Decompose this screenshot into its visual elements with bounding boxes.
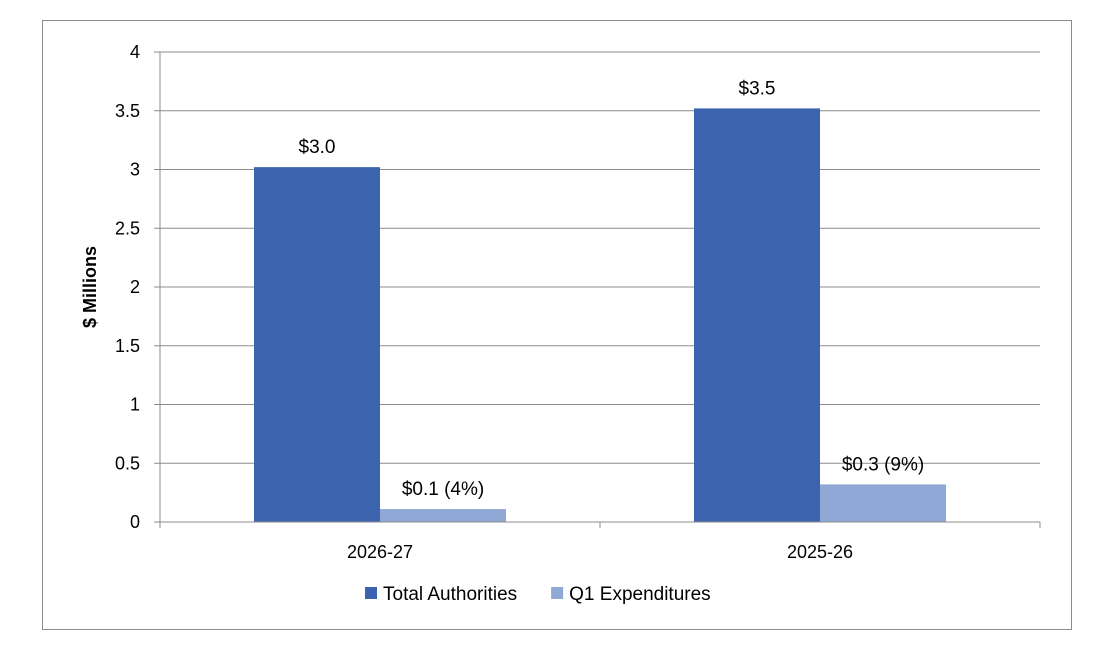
x-tick-label: 2025-26 xyxy=(787,542,853,562)
y-tick-label: 1 xyxy=(130,395,140,415)
legend-item: Q1 Expenditures xyxy=(551,584,711,605)
y-tick-label: 2.5 xyxy=(115,218,140,238)
y-tick-label: 2 xyxy=(130,277,140,297)
legend-swatch xyxy=(551,587,564,599)
legend: Total Authorities Q1 Expenditures xyxy=(365,584,711,605)
data-label: $3.5 xyxy=(739,78,776,99)
bar xyxy=(694,108,820,523)
legend-label: Q1 Expenditures xyxy=(569,584,711,605)
legend-swatch xyxy=(365,587,377,599)
data-label: $3.0 xyxy=(299,137,336,158)
y-tick-label: 3.5 xyxy=(115,101,140,121)
bar xyxy=(820,484,946,522)
bar xyxy=(380,509,506,522)
y-tick-label: 4 xyxy=(130,42,140,62)
bars xyxy=(254,108,946,523)
y-tick-labels: 0 0.5 1 1.5 2 2.5 3 3.5 4 xyxy=(115,42,140,532)
x-tick-labels: 2026-27 2025-26 xyxy=(347,542,853,562)
y-tick-label: 3 xyxy=(130,160,140,180)
legend-item: Total Authorities xyxy=(365,584,517,605)
data-label: $0.3 (9%) xyxy=(842,454,924,475)
y-tick-label: 0 xyxy=(130,512,140,532)
legend-label: Total Authorities xyxy=(383,584,517,605)
y-tick-label: 1.5 xyxy=(115,336,140,356)
y-tick-label: 0.5 xyxy=(115,453,140,473)
chart-frame xyxy=(42,20,1072,630)
data-label: $0.1 (4%) xyxy=(402,479,484,500)
axes xyxy=(154,51,1041,528)
x-tick-label: 2026-27 xyxy=(347,542,413,562)
data-labels: $3.0 $0.1 (4%) $3.5 $0.3 (9%) xyxy=(299,78,925,500)
y-axis-title: $ Millions xyxy=(80,246,100,328)
bar xyxy=(254,167,380,522)
